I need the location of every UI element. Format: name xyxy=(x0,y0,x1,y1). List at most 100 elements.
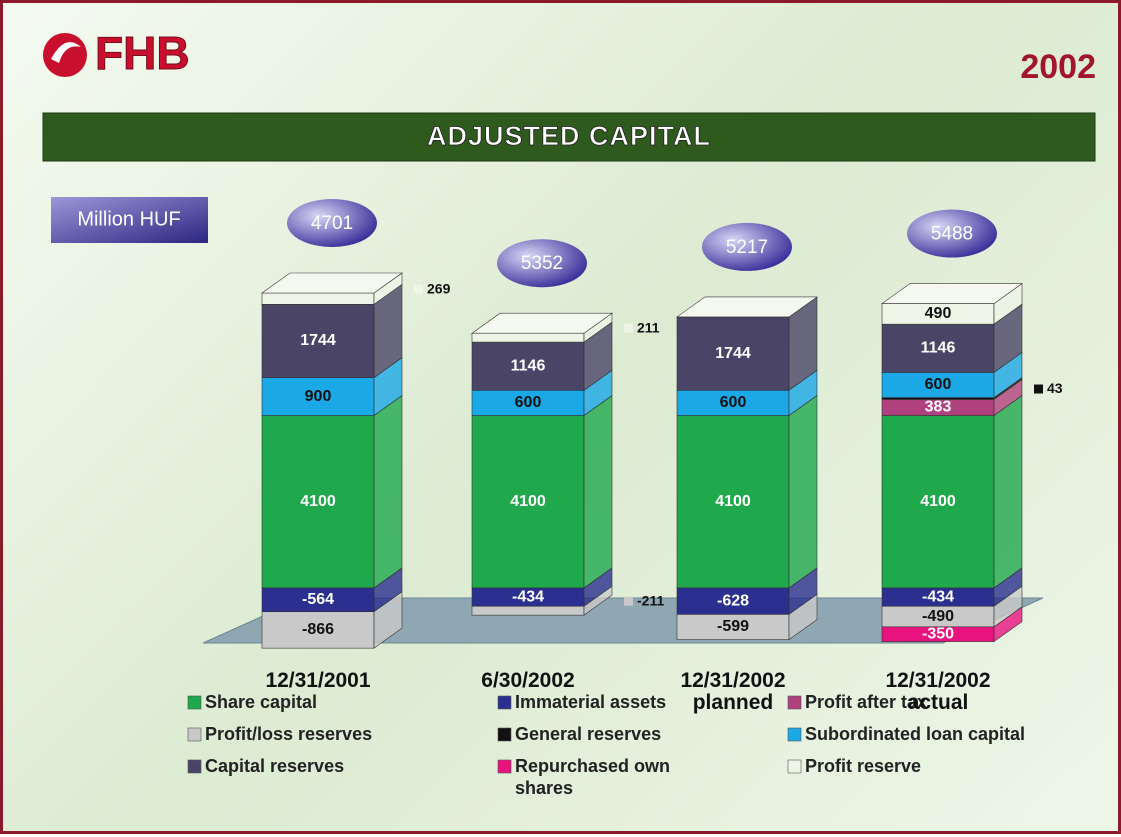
bar-side xyxy=(373,394,403,589)
bar-segment xyxy=(881,378,1023,417)
bar-segment xyxy=(261,591,403,649)
value-label: -211 xyxy=(637,592,664,608)
legend-swatch xyxy=(497,759,512,774)
value-label: 4100 xyxy=(715,493,751,510)
chart-title: ADJUSTED CAPITAL xyxy=(427,121,711,151)
legend-label: Profit after tax xyxy=(805,692,927,712)
value-label: 4100 xyxy=(920,493,956,510)
x-tick-label: 12/31/2002 planned xyxy=(680,669,786,715)
x-tick-label: 12/31/2002 actual xyxy=(885,669,991,715)
value-label-swatch xyxy=(624,323,633,333)
bar-top xyxy=(881,283,1023,304)
bar-side xyxy=(993,606,1023,643)
value-label: 383 xyxy=(925,399,952,416)
value-label-swatch xyxy=(624,596,633,606)
logo-icon xyxy=(43,33,87,77)
legend-swatch xyxy=(787,759,802,774)
value-label: 600 xyxy=(925,376,952,393)
value-label: -599 xyxy=(717,618,749,635)
value-label: 1744 xyxy=(300,332,336,349)
bar-top xyxy=(676,296,818,318)
value-label: -628 xyxy=(717,592,749,609)
legend-label: Profit reserve xyxy=(805,756,921,776)
value-label: -564 xyxy=(302,591,334,608)
bar-segment xyxy=(471,321,613,391)
value-label: 211 xyxy=(637,319,660,335)
bar-segment xyxy=(471,394,613,589)
bar-segment xyxy=(261,283,403,379)
logo-swirl xyxy=(51,42,81,63)
legend-label: Share capital xyxy=(205,692,317,712)
bar-front xyxy=(676,316,790,391)
bar-front xyxy=(676,587,790,615)
bar-segment xyxy=(676,394,818,589)
value-label: 1146 xyxy=(921,339,956,356)
bar-segment xyxy=(676,567,818,615)
bar-side xyxy=(583,585,613,616)
bar-side xyxy=(373,591,403,649)
bar-side xyxy=(583,394,613,589)
bar-front xyxy=(471,415,585,589)
bar-top xyxy=(471,312,613,334)
unit-label: Million HUF xyxy=(77,208,180,230)
value-label: -490 xyxy=(922,608,954,625)
value-label: 900 xyxy=(305,388,332,405)
legend-swatch xyxy=(187,727,202,742)
value-label: -866 xyxy=(302,621,334,638)
bar-top xyxy=(261,272,403,294)
legend-swatch xyxy=(497,727,512,742)
bar-side xyxy=(788,394,818,589)
bar-front xyxy=(471,341,585,391)
value-label: 600 xyxy=(720,394,747,411)
bar-segment xyxy=(261,567,403,613)
bar-front xyxy=(261,292,375,305)
value-label-swatch xyxy=(1034,384,1043,394)
x-tick-label: 12/31/2001 xyxy=(265,669,371,693)
x-tick-label: 6/30/2002 xyxy=(481,669,575,693)
bar-segment xyxy=(261,394,403,589)
bar-front xyxy=(261,377,375,416)
bar-segment xyxy=(881,282,1023,325)
value-label: 4100 xyxy=(300,493,336,510)
bar-front xyxy=(261,304,375,378)
bar-front xyxy=(261,415,375,589)
bar-segment xyxy=(881,351,1023,399)
total-oval xyxy=(287,199,377,247)
legend-swatch xyxy=(787,727,802,742)
legend-label: Profit/loss reserves xyxy=(205,724,372,744)
total-oval xyxy=(497,239,587,288)
value-label: 4100 xyxy=(510,493,546,510)
bar-side xyxy=(788,593,818,641)
value-label: -434 xyxy=(922,588,954,605)
legend-line: shares xyxy=(515,778,573,798)
bar-front xyxy=(471,332,585,343)
value-label: 490 xyxy=(925,305,952,322)
total-label: 5352 xyxy=(521,253,563,274)
value-label: -434 xyxy=(512,588,544,605)
legend-label: Subordinated loan capital xyxy=(805,724,1025,744)
bar-front xyxy=(676,389,790,416)
title-bar xyxy=(42,112,1096,162)
legend-line: Repurchased own xyxy=(515,756,670,776)
value-label: 43 xyxy=(1047,380,1063,396)
bar-segment xyxy=(881,394,1023,589)
bar-segment xyxy=(471,369,613,417)
bar-front xyxy=(471,389,585,416)
legend-label: Immaterial assets xyxy=(515,692,666,712)
total-label: 4701 xyxy=(311,213,353,234)
value-label: 1744 xyxy=(715,345,751,362)
year: 2002 xyxy=(1020,48,1096,86)
unit-box xyxy=(51,197,208,243)
bar-segment xyxy=(676,593,818,641)
chart: FHB 2002 ADJUSTED CAPITAL Million HUF 41… xyxy=(42,27,1096,798)
total-label: 5217 xyxy=(726,237,768,258)
total-label: 5488 xyxy=(931,224,973,245)
legend-label: General reserves xyxy=(515,724,661,744)
bar-front xyxy=(676,415,790,589)
legend-swatch xyxy=(787,695,802,710)
value-label: 1146 xyxy=(511,357,546,374)
legend-swatch xyxy=(187,759,202,774)
bar-front xyxy=(881,372,995,398)
value-label: 600 xyxy=(515,394,542,411)
